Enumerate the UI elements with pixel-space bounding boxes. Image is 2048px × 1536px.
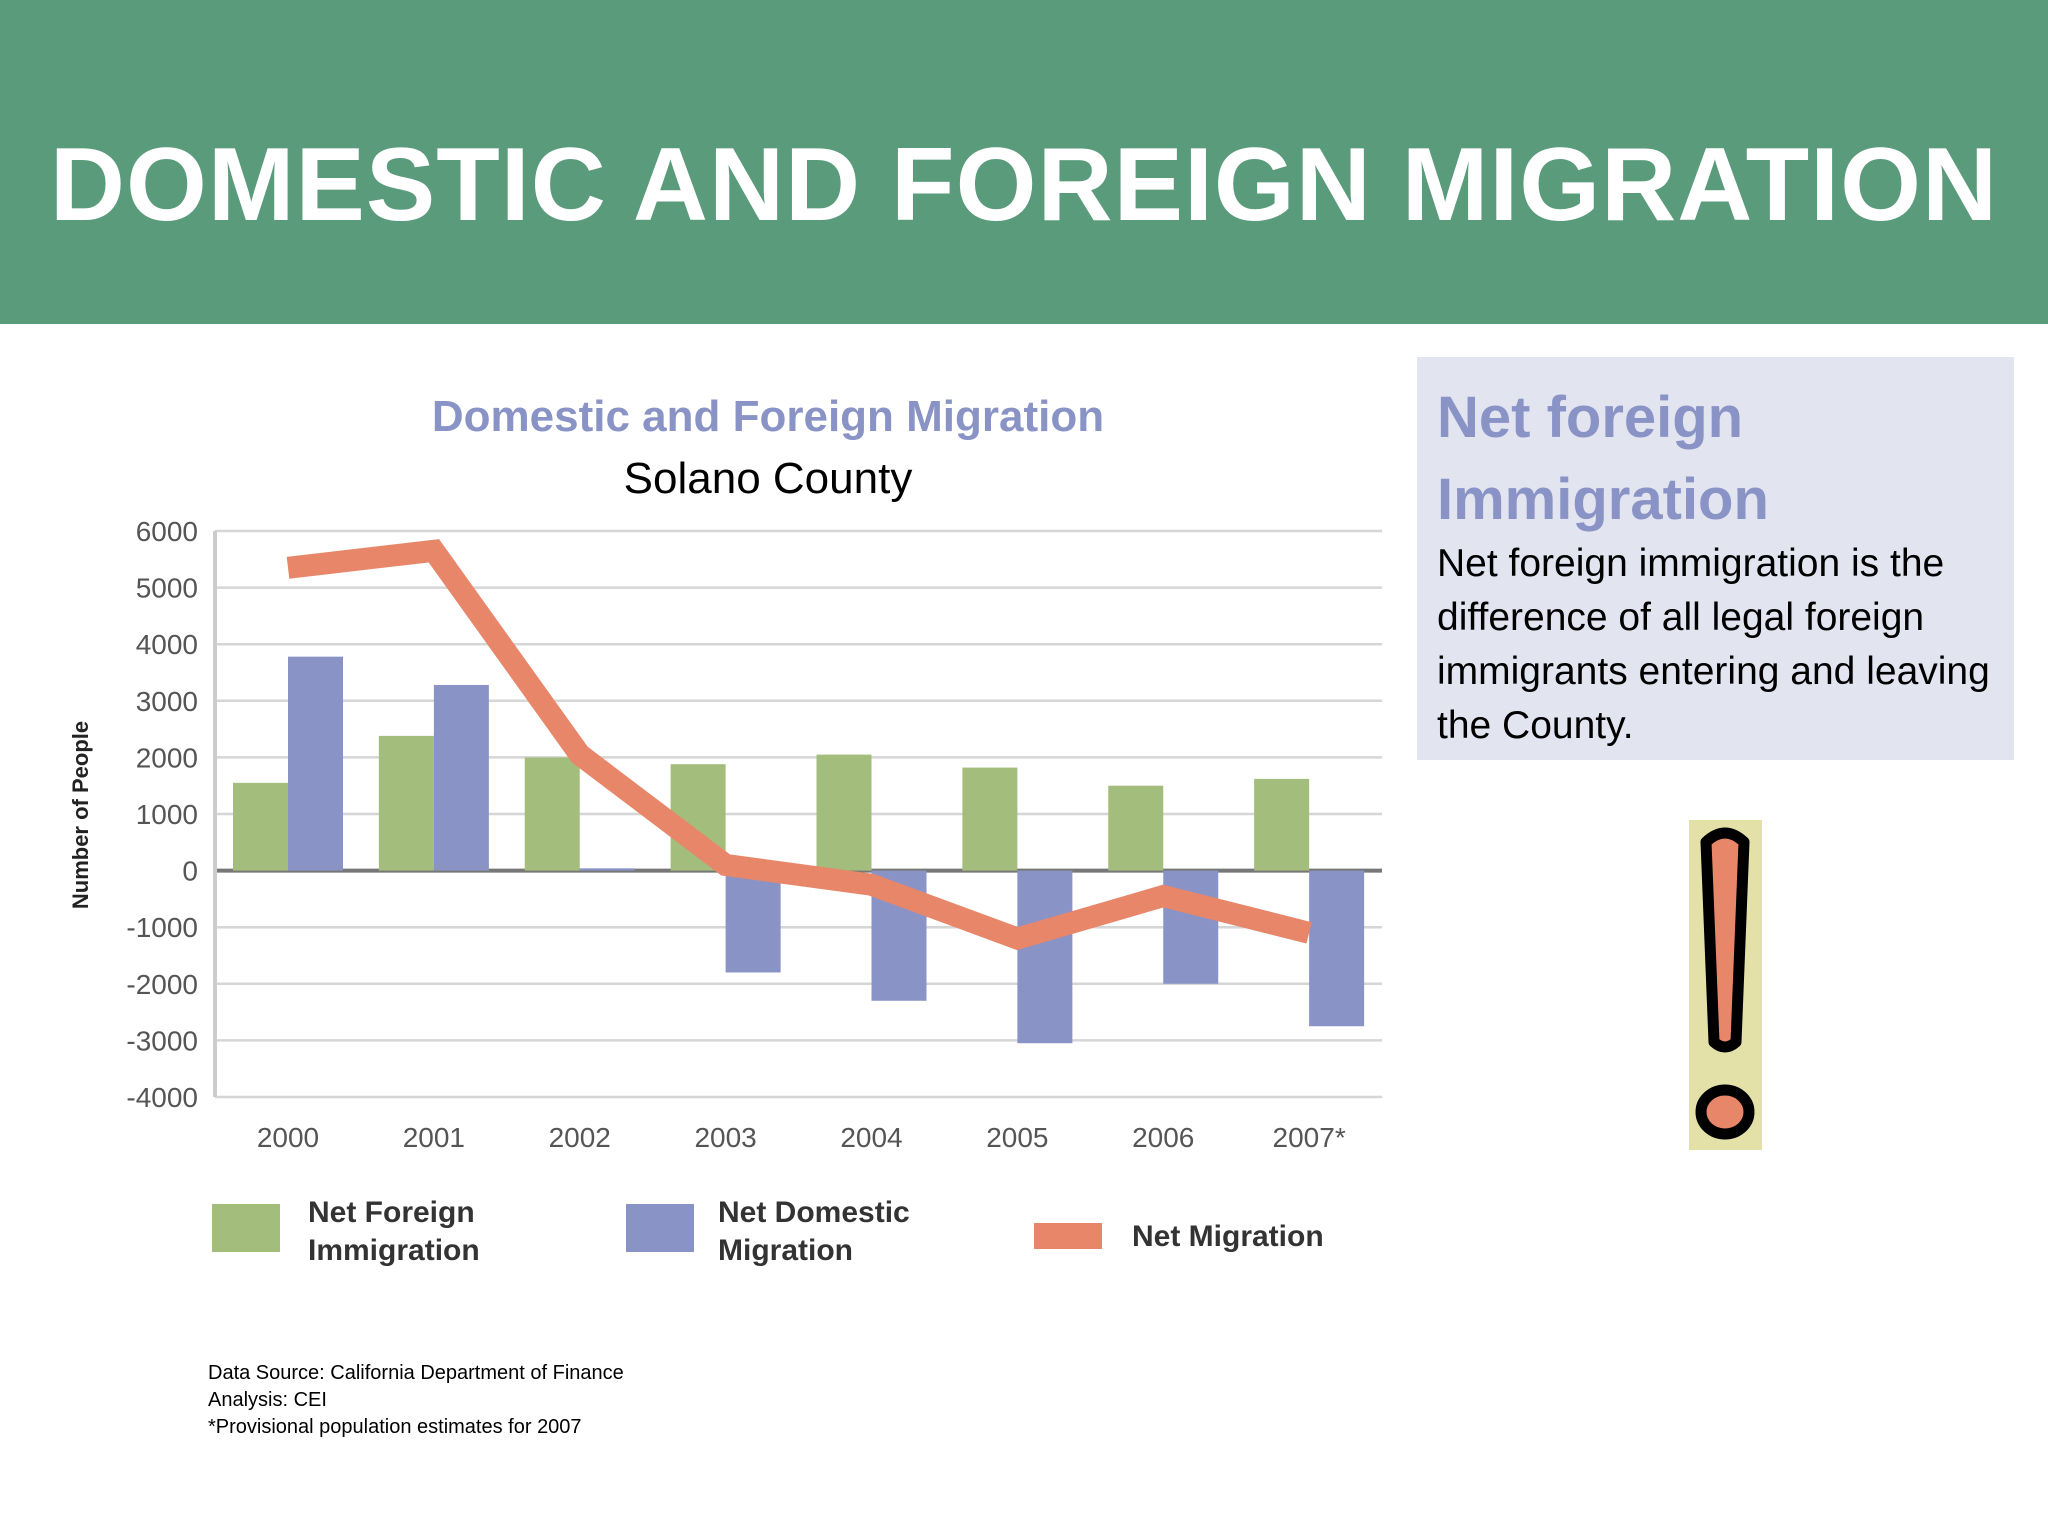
source-line: Data Source: California Department of Fi… [208,1362,624,1384]
y-tick-label: -1000 [126,912,198,943]
chart-title: Domestic and Foreign Migration [431,392,1105,441]
bar-net-foreign [1108,785,1164,871]
net-migration-line [286,539,1312,951]
x-tick-label: 2004 [840,1122,902,1153]
y-tick-label: 4000 [136,629,198,660]
y-tick-label: 5000 [136,573,198,604]
bar-net-foreign [962,767,1018,871]
exclamation-icon [1689,820,1762,1150]
y-tick-label: 6000 [136,516,198,547]
legend-net-foreign-label: Net Foreign [308,1196,475,1229]
legend-net-migration-label: Net Migration [1132,1220,1324,1253]
y-tick-label: -3000 [126,1025,198,1056]
data-source-notes: Data Source: California Department of Fi… [208,1360,624,1441]
legend-net-domestic-label: Net Domestic [718,1196,910,1229]
y-tick-label: 0 [182,856,198,887]
slide-title: DOMESTIC AND FOREIGN MIGRATION [49,127,1999,243]
legend-net-domestic-label: Migration [718,1234,853,1267]
x-tick-label: 2001 [403,1122,465,1153]
footnote-line: *Provisional population estimates for 20… [208,1416,582,1438]
y-tick-label: 1000 [136,799,198,830]
migration-chart: 6000 5000 4000 3000 2000 1000 0 -1000 -2000 -3000… [68,516,1382,1267]
bar-net-domestic [1309,870,1365,1027]
x-tick-label: 2007* [1273,1122,1346,1153]
legend-net-foreign-label: Immigration [308,1234,480,1267]
bar-net-domestic [1017,870,1073,1044]
bar-net-foreign [233,782,288,871]
y-tick-label: -4000 [126,1082,198,1113]
y-tick-label: -2000 [126,969,198,1000]
chart-subtitle: Solano County [623,454,913,503]
bar-net-domestic [579,868,635,871]
info-text: Net foreign immigration is the differenc… [1437,542,1990,747]
legend-net-foreign-swatch [212,1204,280,1252]
info-title: Net foreign Immigration [1437,385,1769,532]
bar-net-foreign [378,735,434,871]
x-tick-label: 2002 [549,1122,611,1153]
x-tick-label: 2006 [1132,1122,1194,1153]
legend-net-migration-swatch [1034,1223,1102,1249]
bar-net-foreign [1254,778,1310,871]
y-tick-label: 3000 [136,686,198,717]
bar-net-foreign [524,757,580,871]
analysis-line: Analysis: CEI [208,1389,327,1411]
bar-net-domestic [725,870,781,973]
x-tick-label: 2003 [694,1122,756,1153]
x-tick-label: 2000 [257,1122,319,1153]
bar-net-domestic [433,684,489,871]
slide-header: DOMESTIC AND FOREIGN MIGRATION [0,0,2048,324]
y-axis-label: Number of People [68,721,93,909]
bar-net-foreign [816,754,872,871]
y-tick-label: 2000 [136,742,198,773]
bar-net-domestic [288,656,343,871]
info-box: Net foreign Immigration Net foreign immi… [1417,357,2014,760]
legend-net-domestic-swatch [626,1204,694,1252]
x-tick-label: 2005 [986,1122,1048,1153]
